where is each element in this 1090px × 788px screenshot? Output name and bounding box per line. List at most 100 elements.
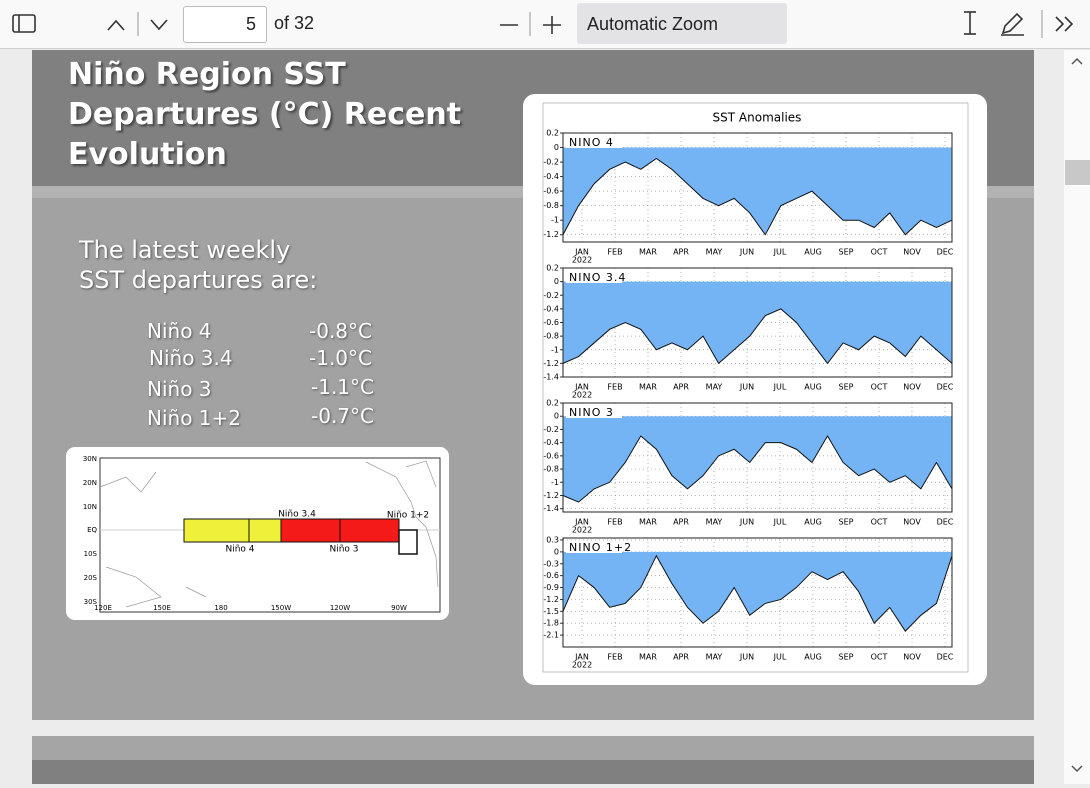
y-tick-label: -0.9 (543, 583, 559, 592)
slide-title: Evolution (68, 137, 227, 172)
region-name: Niño 1+2 (147, 406, 241, 430)
y-tick-label: -1.5 (543, 607, 559, 616)
anomaly-line (562, 308, 953, 365)
y-tick-label: -1.2 (543, 595, 559, 604)
x-tick-label: MAY (706, 653, 723, 662)
next-page[interactable] (150, 19, 168, 31)
x-tick-label: JUL (773, 653, 787, 662)
lon-label: 180 (214, 604, 227, 612)
region-box-label: Niño 3 (329, 545, 358, 555)
year-label: 2022 (572, 526, 592, 535)
x-tick-label: SEP (839, 653, 854, 662)
x-tick-label: OCT (871, 653, 888, 662)
x-tick-label: APR (673, 383, 689, 392)
y-tick-label: 0.2 (546, 399, 559, 408)
panel-name-bg (566, 271, 622, 283)
x-tick-label: JUL (773, 383, 787, 392)
x-tick-label: FEB (607, 248, 622, 257)
x-tick-label: OCT (871, 248, 888, 257)
x-tick-label: OCT (871, 518, 888, 527)
y-tick-label: -0.2 (543, 291, 559, 300)
intro-text: The latest weekly (79, 236, 291, 264)
x-tick-label: JUL (773, 518, 787, 527)
y-tick-label: -0.2 (543, 425, 559, 434)
y-tick-label: -0.6 (543, 318, 559, 327)
x-tick-label: AUG (804, 518, 822, 527)
chart-title: SST Anomalies (713, 111, 802, 125)
y-tick-label: 0 (554, 547, 559, 556)
x-tick-label: OCT (871, 383, 888, 392)
zoom-select[interactable]: Automatic Zoom (577, 3, 787, 44)
page-input[interactable]: 5 (183, 6, 267, 43)
next-slide (32, 736, 1034, 784)
y-tick-label: -0.4 (543, 304, 559, 313)
panel-frame (562, 402, 953, 513)
panel-frame (562, 267, 953, 378)
y-tick-label: -1.2 (543, 230, 559, 239)
scrollbar[interactable] (1064, 50, 1090, 784)
x-tick-label: FEB (607, 653, 622, 662)
slide-title: Niño Region SST (68, 57, 346, 92)
y-tick-label: -0.8 (543, 465, 559, 474)
lat-label: 10S (84, 550, 98, 558)
y-tick-label: -0.2 (543, 158, 559, 167)
lon-label: 120W (330, 604, 350, 612)
x-tick-label: MAR (639, 248, 657, 257)
previous-page[interactable] (107, 19, 125, 31)
year-label: 2022 (572, 661, 592, 670)
y-tick-label: -1.8 (543, 619, 559, 628)
y-tick-label: -0.8 (543, 332, 559, 341)
region-name: Niño 3.4 (149, 346, 233, 370)
y-tick-label: 0 (554, 143, 559, 152)
region-value: -1.1°C (311, 375, 374, 399)
anomaly-area (563, 551, 952, 632)
y-tick-label: -1.4 (543, 373, 559, 382)
scrollbar-icons (1065, 57, 1090, 773)
lat-label: 30S (84, 598, 98, 606)
x-tick-label: MAR (639, 518, 657, 527)
x-tick-label: SEP (839, 518, 854, 527)
y-tick-label: 0.2 (546, 264, 559, 273)
chart-card: SST Anomalies 0.2 0 -0.2 -0.4 -0.6 -0.8 -1 -1.2… (523, 94, 987, 685)
x-tick-label: JUN (739, 248, 754, 257)
y-tick-label: -0.6 (543, 451, 559, 460)
y-tick-label: -1.2 (543, 491, 559, 500)
page-number: 5 (245, 14, 256, 34)
lon-label: 120E (94, 604, 112, 612)
x-tick-label: JUN (739, 383, 754, 392)
lon-label: 150E (153, 604, 171, 612)
x-tick-label: DEC (937, 518, 954, 527)
zoom-label: Automatic Zoom (587, 14, 719, 34)
year-label: 2022 (572, 391, 592, 400)
panel-frame (562, 132, 953, 243)
x-tick-label: APR (673, 518, 689, 527)
region-box-label: Niño 1+2 (387, 511, 429, 521)
y-tick-label: 0 (554, 277, 559, 286)
lon-label: 90W (391, 604, 407, 612)
draw-tool[interactable] (1001, 12, 1024, 36)
x-tick-label: NOV (903, 248, 921, 257)
panel-name: NINO 3 (569, 406, 614, 419)
lon-label: 150W (271, 604, 291, 612)
lat-label: 30N (83, 455, 97, 463)
region-box-label: Niño 4 (225, 545, 254, 555)
year-label: 2022 (572, 256, 592, 265)
panel-name-bg (566, 406, 622, 418)
toolbar-icons (12, 10, 1074, 38)
panel-name-bg (566, 136, 622, 148)
sidebar-toggle[interactable] (12, 14, 36, 33)
panel-name: NINO 3.4 (569, 271, 626, 284)
anomaly-line (562, 157, 953, 236)
y-tick-label: 0.3 (546, 535, 559, 544)
x-tick-label: DEC (937, 383, 954, 392)
tools-menu[interactable] (1055, 16, 1065, 32)
y-tick-label: -1 (551, 216, 559, 225)
region-name: Niño 3 (147, 377, 212, 401)
x-tick-label: SEP (839, 248, 854, 257)
anomaly-area (563, 416, 952, 503)
toolbar: 5 of 32 Automatic Zoom (0, 0, 1090, 49)
x-tick-label: JUL (773, 248, 787, 257)
panel-name: NINO 4 (569, 136, 614, 149)
sst-chart: SST Anomalies 0.2 0 -0.2 -0.4 -0.6 -0.8 -1 -1.2… (542, 102, 969, 673)
